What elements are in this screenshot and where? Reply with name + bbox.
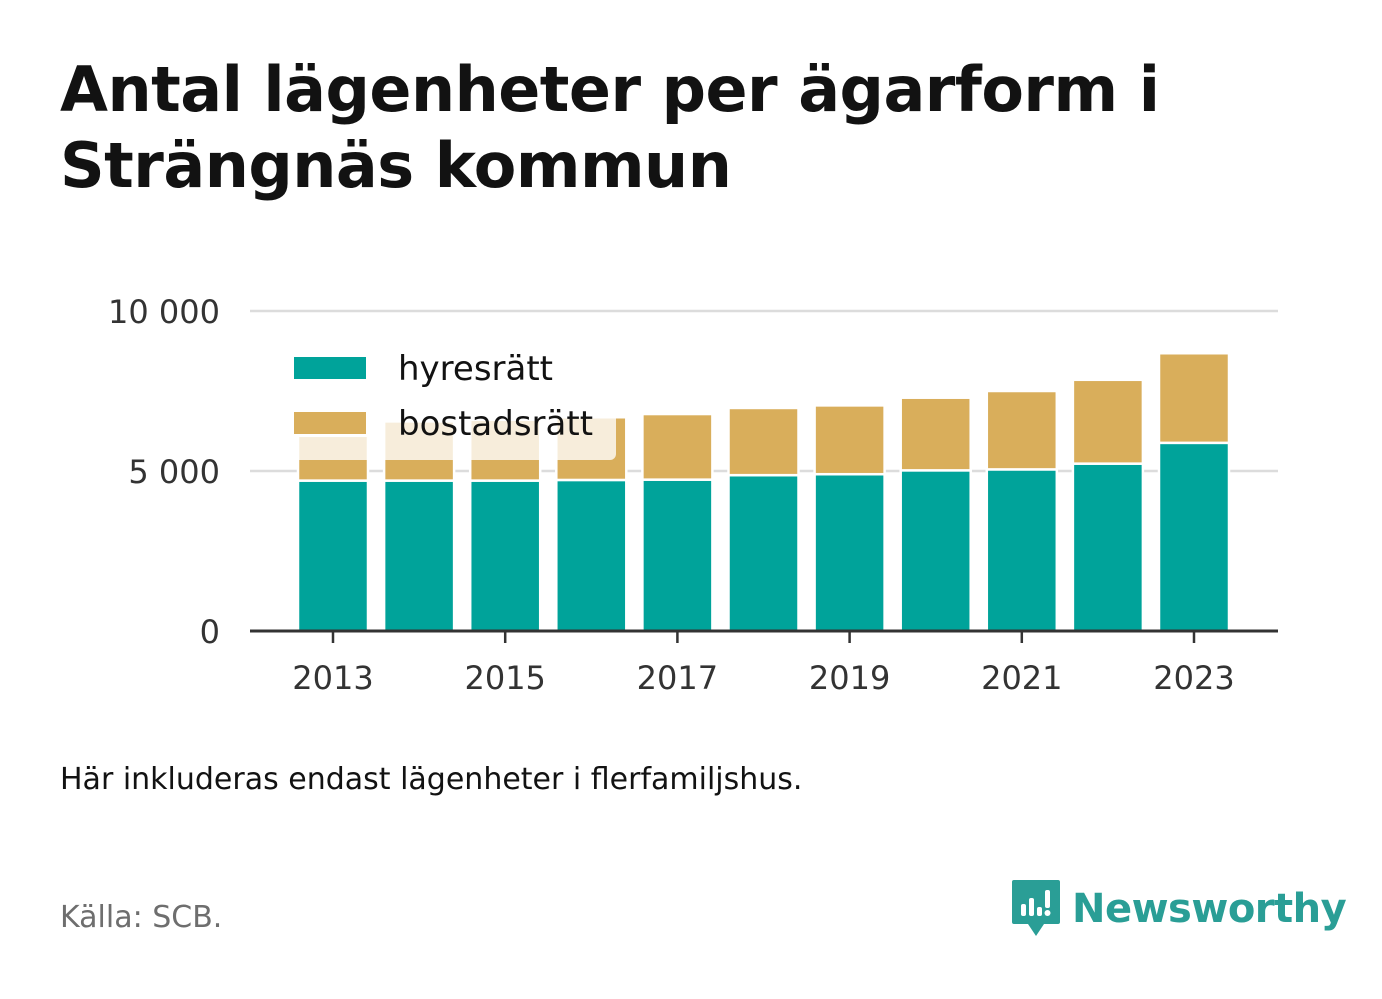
bar-bostadsratt-2018: [727, 406, 800, 477]
legend-label: bostadsrätt: [398, 404, 593, 444]
legend-swatch: [294, 412, 366, 434]
bar-hyresratt-2017: [641, 478, 714, 633]
bar-chart: 0 5 000 10 000 2013 2015 2017 2019 2021 2023 hyr…: [108, 293, 1278, 697]
legend-swatch: [294, 357, 366, 379]
x-tick-label: 2023: [1153, 659, 1234, 697]
legend-label: hyresrätt: [398, 349, 553, 389]
axes: 0 5 000 10 000 2013 2015 2017 2019 2021 2023: [108, 293, 1278, 697]
brand-name: Newsworthy: [1072, 886, 1347, 932]
chart-note: Här inkluderas endast lägenheter i flerf…: [60, 762, 803, 797]
bar-hyresratt-2015: [468, 479, 542, 633]
bar-hyresratt-2021: [985, 468, 1059, 633]
legend: hyresrätt bostadsrätt: [280, 340, 616, 460]
bar-hyresratt-2014: [382, 479, 456, 633]
y-tick-label: 10 000: [108, 293, 220, 331]
brand-logo: Newsworthy: [1010, 878, 1347, 940]
bar-hyresratt-2019: [813, 472, 886, 633]
x-tick-label: 2017: [637, 659, 718, 697]
bar-bostadsratt-2019: [813, 404, 886, 476]
bar-hyresratt-2023: [1157, 441, 1231, 633]
bar-bostadsratt-2020: [899, 396, 972, 472]
bar-hyresratt-2022: [1071, 462, 1145, 633]
bar-bostadsratt-2017: [641, 412, 714, 481]
bar-bostadsratt-2022: [1071, 378, 1145, 465]
source-text: Källa: SCB.: [60, 900, 223, 935]
x-tick-label: 2019: [809, 659, 890, 697]
bar-bostadsratt-2023: [1157, 351, 1231, 445]
x-tick-label: 2021: [981, 659, 1062, 697]
bar-bostadsratt-2021: [985, 389, 1059, 471]
y-tick-label: 5 000: [128, 453, 220, 491]
y-tick-label: 0: [200, 613, 220, 651]
bar-hyresratt-2018: [727, 473, 800, 633]
bar-hyresratt-2016: [555, 478, 628, 633]
chart-title: Antal lägenheter per ägarform i Strängnä…: [60, 53, 1160, 202]
x-tick-label: 2015: [464, 659, 545, 697]
bar-hyresratt-2020: [899, 469, 972, 633]
newsworthy-logo-icon: [1012, 880, 1060, 936]
x-tick-label: 2013: [292, 659, 373, 697]
bar-hyresratt-2013: [296, 479, 370, 633]
